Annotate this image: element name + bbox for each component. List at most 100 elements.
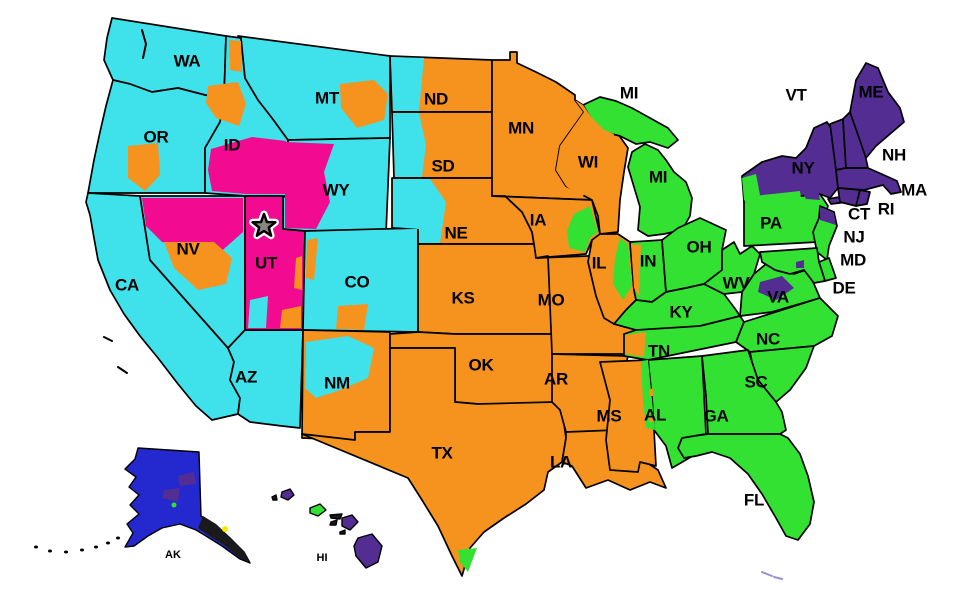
state-id-patch-orange-center — [206, 82, 246, 126]
hi-maui — [341, 514, 359, 531]
state-ut-patch-orange-e — [294, 256, 302, 290]
state-nv-patch-magenta — [142, 198, 243, 256]
alaska-inset — [34, 447, 251, 564]
label-ks: KS — [451, 289, 474, 308]
ak-panhandle — [198, 516, 249, 562]
label-vt: VT — [785, 86, 807, 105]
label-ms: MS — [597, 407, 622, 426]
channel-islands — [103, 336, 128, 374]
state-md — [759, 247, 826, 284]
label-mi-lower: MI — [649, 168, 667, 187]
state-nm-patch-cyan — [305, 336, 374, 398]
state-mt-patch-orange — [340, 80, 388, 128]
label-ca: CA — [115, 276, 139, 295]
ak-patch-green-dot — [171, 502, 177, 508]
labels-layer: WA OR CA NV AZ ID MT WY UT CO NM ND SD N… — [115, 52, 927, 565]
label-ny: NY — [791, 159, 815, 178]
state-ny-patch-green-west — [742, 174, 760, 200]
state-ga — [701, 349, 787, 435]
state-tx — [301, 347, 567, 577]
label-tn: TN — [648, 342, 670, 361]
hawaii-inset — [271, 488, 383, 569]
state-mi-lower-peninsula — [627, 143, 693, 237]
coast-details-layer — [103, 29, 783, 580]
label-sd: SD — [431, 157, 454, 176]
state-nj-patch-purple — [820, 207, 836, 225]
label-md: MD — [840, 251, 866, 270]
hi-big-island — [353, 533, 383, 569]
state-co-patch-orange-w — [306, 238, 318, 280]
puget-sound-detail — [141, 29, 148, 59]
state-pa-patch-purple — [802, 189, 820, 200]
label-wi: WI — [578, 153, 598, 172]
label-la: LA — [550, 453, 572, 472]
label-oh: OH — [687, 238, 712, 257]
hi-lanai — [329, 519, 338, 526]
label-ma: MA — [901, 181, 927, 200]
label-pa: PA — [760, 214, 782, 233]
label-ky: KY — [669, 303, 693, 322]
label-ak: AK — [165, 549, 181, 561]
state-sd-patch-cyan — [393, 113, 426, 177]
state-ms — [599, 359, 657, 473]
label-de: DE — [832, 279, 855, 298]
state-nv-patch-orange — [164, 242, 232, 290]
label-sc: SC — [744, 373, 767, 392]
zone-patches-layer — [128, 40, 836, 572]
ak-patch-purple-2 — [162, 488, 180, 502]
state-wi-patch-orange — [556, 100, 614, 198]
state-tn-patch-orange — [625, 332, 646, 357]
label-nd: ND — [424, 90, 448, 109]
label-az: AZ — [235, 368, 257, 387]
label-nm: NM — [324, 374, 350, 393]
ak-patch-yellow-dot — [222, 526, 228, 532]
state-ia-patch-green — [567, 206, 598, 252]
state-md-patch-purple — [796, 260, 804, 268]
label-co: CO — [345, 273, 370, 292]
states-layer — [85, 17, 905, 577]
state-il-patch-green — [613, 238, 632, 300]
hi-kauai — [280, 488, 295, 501]
state-ms-patch-green — [641, 360, 655, 430]
state-fl — [677, 433, 815, 541]
label-al: AL — [644, 406, 666, 425]
label-ut: UT — [255, 254, 278, 273]
label-me: ME — [859, 83, 884, 102]
hi-oahu — [309, 503, 327, 517]
state-wy-patch-magenta — [285, 142, 334, 229]
label-wv: WV — [723, 274, 751, 293]
state-nd-patch-cyan — [391, 57, 424, 111]
label-fl: FL — [744, 491, 764, 510]
state-ut-patch-cyan — [248, 296, 268, 328]
aleutian-islands — [34, 536, 120, 554]
label-hi: HI — [317, 552, 328, 564]
florida-keys — [761, 571, 783, 580]
label-mo: MO — [538, 291, 565, 310]
state-al-patch-orange-1 — [649, 388, 653, 396]
state-id-patch-orange-panhandle — [229, 40, 242, 72]
state-az — [227, 329, 304, 429]
label-mn: MN — [508, 119, 534, 138]
label-ok: OK — [469, 356, 495, 375]
state-co-patch-orange-s — [336, 304, 368, 330]
label-id: ID — [224, 136, 240, 155]
state-ri — [855, 189, 871, 207]
label-il: IL — [592, 254, 607, 273]
label-ia: IA — [530, 211, 546, 230]
state-va-patch-purple — [758, 276, 794, 300]
label-nh: NH — [882, 146, 906, 165]
label-va: VA — [767, 288, 789, 307]
state-al-patch-orange-2 — [649, 414, 654, 422]
state-ne-patch-cyan — [393, 179, 446, 243]
label-ar: AR — [544, 370, 568, 389]
state-or-patch-orange — [128, 143, 160, 191]
label-in: IN — [640, 252, 656, 271]
label-wy: WY — [323, 181, 351, 200]
state-ny-patch-green-south — [744, 191, 801, 203]
state-tx-patch-green-tip — [458, 548, 477, 572]
state-id-patch-magenta-south — [208, 137, 286, 194]
label-ga: GA — [704, 407, 729, 426]
label-mt: MT — [315, 89, 340, 108]
hi-kahoolawe — [339, 529, 346, 535]
ak-patch-purple-1 — [178, 472, 196, 486]
